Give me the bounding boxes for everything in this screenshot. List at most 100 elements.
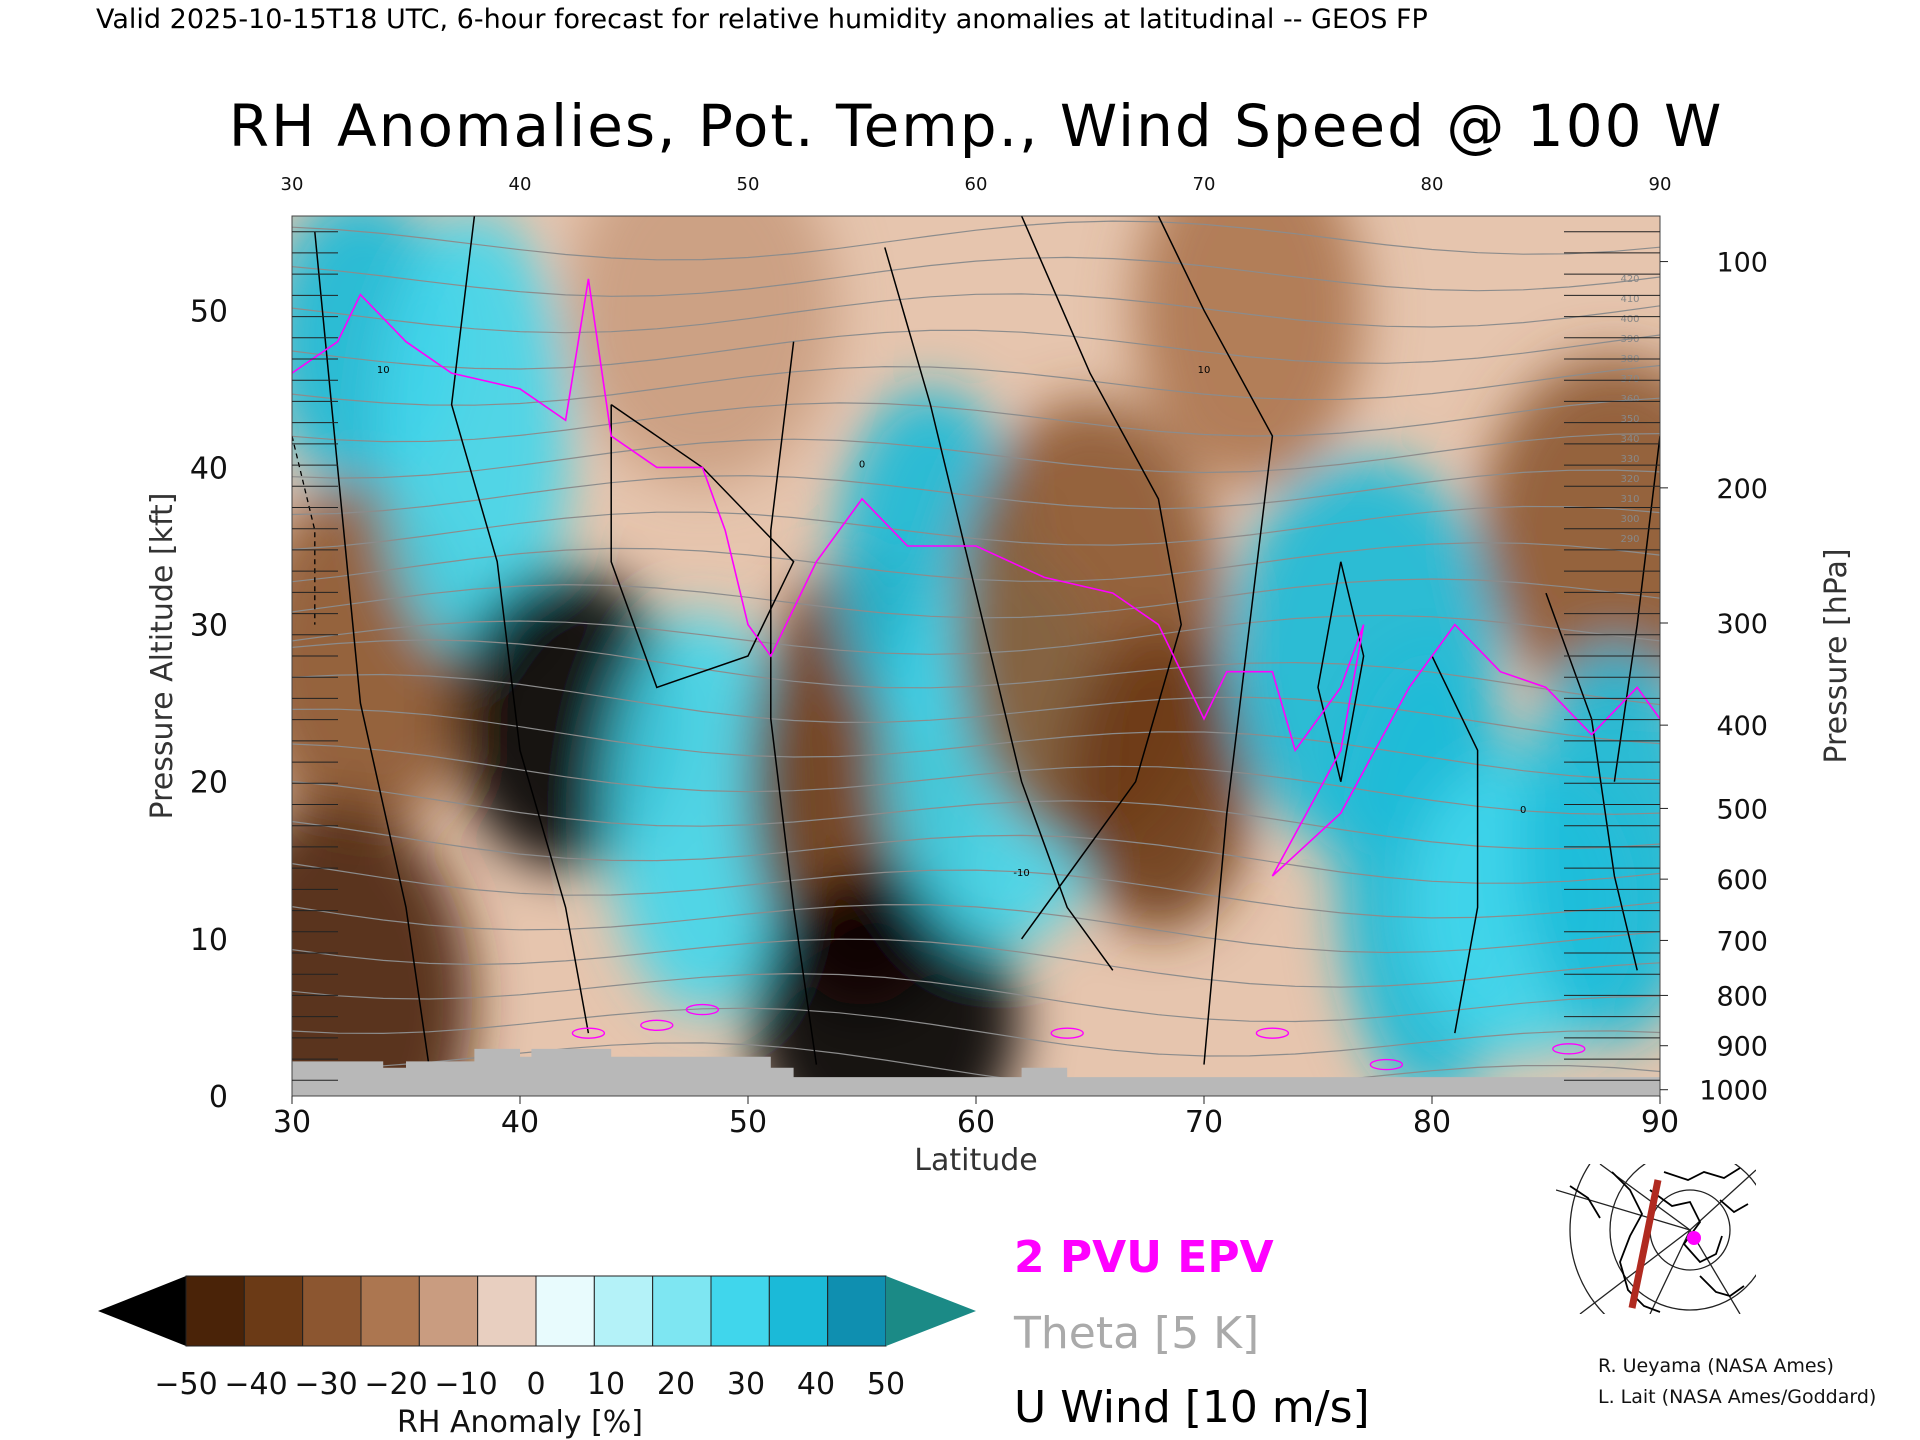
theta-line xyxy=(292,542,1660,583)
pressure-label: 100 xyxy=(1716,248,1768,279)
colorbar-tick-label: 50 xyxy=(867,1367,905,1402)
coastlines xyxy=(1569,1167,1749,1313)
inset-map xyxy=(1556,1164,1756,1314)
rh-region xyxy=(567,216,838,486)
colorbar-segment xyxy=(535,1275,595,1347)
theta-line xyxy=(292,938,1660,988)
rh-region xyxy=(607,613,798,1014)
credit-line-1: R. Ueyama (NASA Ames) xyxy=(1598,1355,1834,1377)
rh-region xyxy=(1063,631,1254,932)
u-wind-line xyxy=(1431,655,1479,1034)
chart-title: RH Anomalies, Pot. Temp., Wind Speed @ 1… xyxy=(229,92,1724,160)
y-tick-label: 50 xyxy=(190,294,228,329)
theta-line xyxy=(292,256,1660,297)
theta-line xyxy=(292,904,1660,954)
x-top-tick-label: 70 xyxy=(1193,174,1216,195)
y-tick-label: 40 xyxy=(190,451,228,486)
theta-label: 310 xyxy=(1620,494,1639,505)
x-axis-top: 30 40 50 60 70 80 90 xyxy=(281,174,1672,195)
y-tick-label: 20 xyxy=(190,766,228,801)
pressure-label: 700 xyxy=(1716,926,1768,957)
pressure-label: 200 xyxy=(1716,474,1768,505)
theta-line xyxy=(292,708,1660,781)
u-wind-line xyxy=(770,341,818,1065)
colorbar-low-arrow xyxy=(98,1276,186,1346)
u-wind-label: 10 xyxy=(377,365,390,376)
valid-header: Valid 2025-10-15T18 UTC, 6-hour forecast… xyxy=(96,4,1428,35)
u-wind-line xyxy=(1613,435,1660,782)
rh-region xyxy=(1134,216,1365,486)
colorbar-tick-label: 10 xyxy=(587,1367,625,1402)
x-tick-label: 80 xyxy=(1413,1105,1451,1140)
colorbar-segment xyxy=(477,1275,537,1347)
terrain xyxy=(292,1048,1660,1096)
terrain-mask xyxy=(292,1048,1660,1096)
u-wind-line xyxy=(884,247,1114,971)
y-axis-right: 100 200 300 400 500 600 700 800 900 1000 xyxy=(1660,248,1768,1107)
theta-label: 410 xyxy=(1620,294,1639,305)
colorbar-segment xyxy=(418,1275,479,1347)
legend-epv: 2 PVU EPV xyxy=(1014,1232,1274,1283)
theta-line xyxy=(292,578,1660,619)
theta-line xyxy=(292,469,1660,516)
u-wind-line xyxy=(1317,561,1365,782)
epv-low-contour xyxy=(1552,1043,1586,1055)
theta-line xyxy=(292,820,1660,884)
u-wind-label: -10 xyxy=(1013,868,1029,879)
y-tick-label: 30 xyxy=(190,609,228,644)
colorbar-high-arrow xyxy=(886,1276,976,1346)
colorbar-tick-label: 30 xyxy=(727,1367,765,1402)
legend-u-wind: U Wind [10 m/s] xyxy=(1014,1382,1370,1433)
theta-line xyxy=(292,1007,1660,1057)
theta-label: 320 xyxy=(1620,474,1639,485)
theta-label: 290 xyxy=(1620,534,1639,545)
y-tick-label: 10 xyxy=(190,923,228,958)
colorbar-segment xyxy=(768,1275,829,1347)
theta-line xyxy=(292,614,1660,655)
epv-low-contour xyxy=(1369,1058,1404,1071)
epv-low-contour xyxy=(571,1027,606,1039)
x-tick-label: 90 xyxy=(1641,1105,1679,1140)
colorbar-tick-label: −10 xyxy=(434,1367,497,1402)
colorbar-tick-label: 20 xyxy=(657,1367,695,1402)
theta-label: 330 xyxy=(1620,454,1639,465)
rh-region xyxy=(379,216,570,661)
u-wind-label: 10 xyxy=(1198,365,1211,376)
y2-axis-label: Pressure [hPa] xyxy=(1819,548,1854,763)
colorbar-tick-label: 40 xyxy=(797,1367,835,1402)
epv-low-contour xyxy=(685,1003,720,1016)
theta-line xyxy=(292,863,1660,919)
colorbar-tick-label: −30 xyxy=(294,1367,357,1402)
theta-line xyxy=(292,673,1660,745)
theta-line xyxy=(292,639,1660,706)
rh-region xyxy=(1479,355,1660,706)
section-line xyxy=(1628,1179,1662,1309)
theta-label: 370 xyxy=(1620,374,1639,385)
x-tick-label: 60 xyxy=(957,1105,995,1140)
pressure-label: 600 xyxy=(1716,865,1768,896)
x-top-tick-label: 50 xyxy=(737,174,760,195)
theta-line xyxy=(292,972,1660,1023)
colorbar-segment xyxy=(185,1275,245,1347)
colorbar-segment xyxy=(710,1275,770,1347)
y-tick-label: 0 xyxy=(209,1080,228,1115)
x-axis-label: Latitude xyxy=(914,1143,1037,1178)
epv-low-contour xyxy=(1255,1027,1290,1039)
x-tick-label: 40 xyxy=(501,1105,539,1140)
theta-line xyxy=(292,293,1660,334)
u-wind-label: 0 xyxy=(859,459,865,470)
colorbar-tick-label: −50 xyxy=(154,1367,217,1402)
theta-label: 420 xyxy=(1620,274,1639,285)
colorbar-segment xyxy=(360,1275,420,1347)
theta-label: 400 xyxy=(1620,314,1639,325)
theta-line xyxy=(292,780,1660,850)
credit-line-2: L. Lait (NASA Ames/Goddard) xyxy=(1598,1386,1876,1408)
theta-label: 390 xyxy=(1620,334,1639,345)
epv-line xyxy=(292,278,1660,877)
theta-line xyxy=(292,220,1660,261)
pressure-label: 500 xyxy=(1716,794,1768,825)
y-axis-label: Pressure Altitude [kft] xyxy=(145,493,180,820)
pressure-label: 400 xyxy=(1716,711,1768,742)
rh-region xyxy=(292,801,473,1096)
pressure-label: 800 xyxy=(1716,981,1768,1012)
